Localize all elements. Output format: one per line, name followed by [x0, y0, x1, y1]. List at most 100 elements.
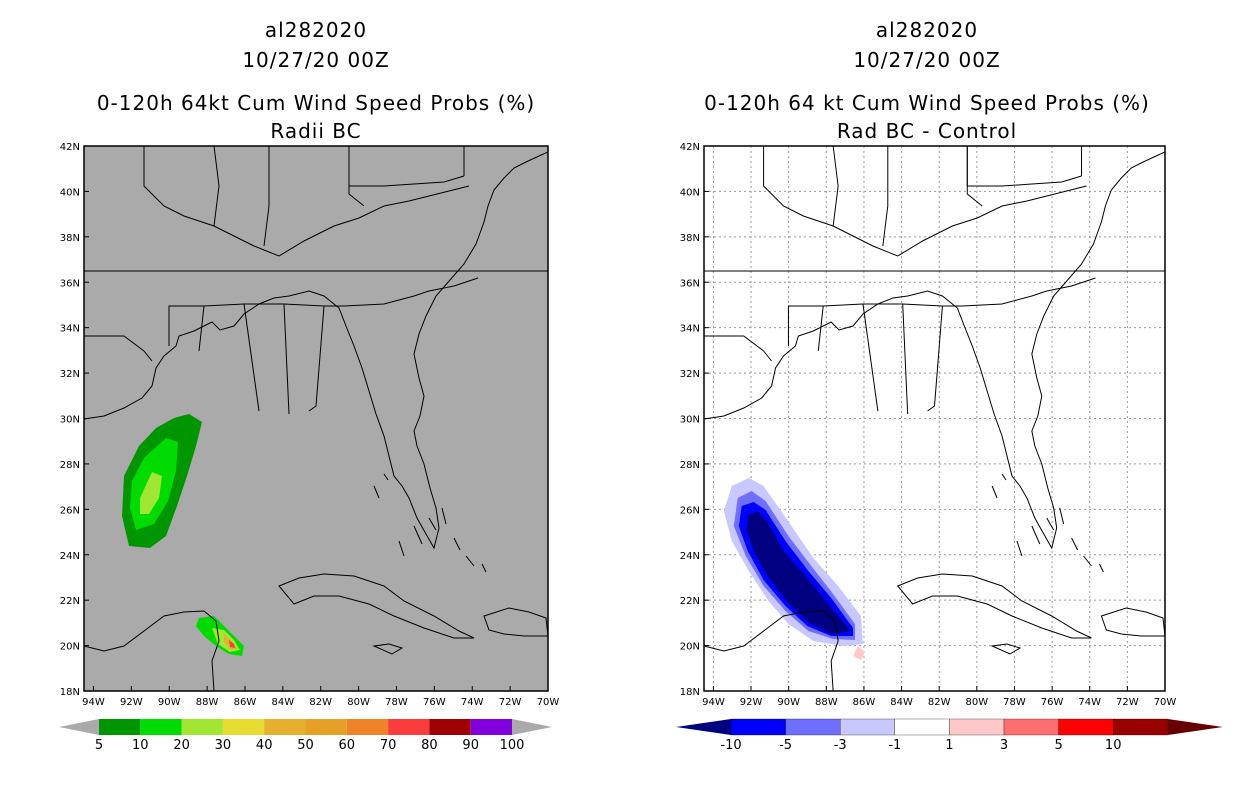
right-ytick-label: 42N [680, 142, 700, 153]
left-colorbar-label: 60 [339, 738, 356, 753]
right-datetime: 10/27/20 00Z [853, 48, 1000, 72]
left-colorbar-swatch [305, 719, 347, 735]
left-prob-20-30 [140, 472, 162, 514]
left-xtick-label: 78W [385, 697, 408, 708]
left-colorbar-swatch [346, 719, 389, 735]
right-colorbar-low-arrow [676, 719, 731, 735]
left-ytick-label: 32N [60, 369, 80, 380]
right-xtick-label: 70W [1154, 697, 1177, 708]
left-xtick-label: 86W [234, 697, 257, 708]
right-ytick-label: 34N [680, 324, 700, 335]
right-ytick-label: 24N [680, 551, 700, 562]
left-ytick-label: 18N [60, 687, 80, 698]
left-colorbar-label: 20 [173, 738, 190, 753]
right-ytick-label: 40N [680, 187, 700, 198]
left-xtick-label: 70W [537, 697, 560, 708]
right-subtitle: Rad BC - Control [837, 119, 1017, 143]
left-xtick-label: 76W [423, 697, 446, 708]
right-colorbar-swatch [785, 718, 841, 736]
right-xtick-label: 88W [815, 697, 838, 708]
right-colorbar-label: -10 [720, 738, 741, 753]
right-storm-id: al282020 [876, 18, 978, 42]
right-xtick-label: 76W [1041, 697, 1064, 708]
left-xtick-label: 88W [196, 697, 219, 708]
left-datetime: 10/27/20 00Z [242, 48, 389, 72]
right-panel: al282020 10/27/20 00Z 0-120h 64 kt Cum W… [676, 18, 1223, 753]
left-ytick-label: 24N [60, 551, 80, 562]
right-colorbar-label: -1 [888, 738, 901, 753]
left-ytick-label: 34N [60, 324, 80, 335]
right-xtick-label: 82W [928, 697, 951, 708]
left-ytick-label: 28N [60, 460, 80, 471]
right-xtick-label: 72W [1116, 697, 1139, 708]
right-xtick-label: 80W [966, 697, 989, 708]
left-ytick-label: 40N [60, 187, 80, 198]
left-ytick-label: 22N [60, 596, 80, 607]
left-colorbar-swatch [429, 719, 471, 735]
left-ytick-label: 36N [60, 278, 80, 289]
right-colorbar-label: 3 [1000, 738, 1008, 753]
left-xtick-label: 84W [272, 697, 295, 708]
left-colorbar-swatch [99, 719, 141, 735]
left-colorbar-high-arrow [512, 719, 552, 735]
left-prob-yucatan-50 [224, 634, 238, 649]
left-colorbar-label: 10 [132, 738, 149, 753]
right-ytick-label: 26N [680, 505, 700, 516]
left-colorbar-swatch [181, 719, 223, 735]
left-xtick-label: 90W [158, 697, 181, 708]
left-prob-yucatan-70 [229, 640, 235, 648]
right-xtick-label: 78W [1003, 697, 1026, 708]
right-ytick-label: 22N [680, 596, 700, 607]
left-colorbar-swatch [470, 719, 512, 735]
right-xtick-label: 94W [702, 697, 725, 708]
right-colorbar-label: -3 [834, 738, 847, 753]
right-diff-navy [746, 512, 852, 634]
left-ytick-label: 30N [60, 415, 80, 426]
right-xtick-label: 84W [890, 697, 913, 708]
right-ytick-label: 20N [680, 642, 700, 653]
right-colorbar-swatch [1003, 718, 1059, 736]
right-ytick-label: 18N [680, 687, 700, 698]
right-ytick-label: 38N [680, 233, 700, 244]
left-colorbar-swatch [388, 719, 430, 735]
right-ytick-label: 32N [680, 369, 700, 380]
right-xtick-label: 90W [777, 697, 800, 708]
right-colorbar-swatch [730, 718, 786, 736]
right-diff-pink [853, 646, 865, 660]
right-colorbar-label: 10 [1105, 738, 1122, 753]
left-xtick-label: 82W [309, 697, 332, 708]
left-colorbar-label: 90 [462, 738, 479, 753]
right-colorbar-high-arrow [1167, 719, 1223, 735]
right-colorbar-swatch [949, 718, 1005, 736]
left-colorbar: 5 10 20 30 40 50 60 70 80 90 100 [59, 719, 552, 753]
right-colorbar-swatch [1058, 718, 1114, 736]
left-colorbar-label: 100 [500, 738, 525, 753]
right-colorbar-swatch [894, 718, 950, 736]
left-colorbar-swatch [140, 719, 182, 735]
left-colorbar-label: 50 [297, 738, 314, 753]
left-colorbar-label: 80 [421, 738, 438, 753]
right-ytick-label: 30N [680, 415, 700, 426]
left-colorbar-label: 5 [95, 738, 103, 753]
left-colorbar-swatch [222, 719, 265, 735]
right-colorbar-swatch [840, 718, 895, 736]
left-colorbar-swatch [264, 719, 306, 735]
right-gridlines [704, 146, 1165, 691]
right-xtick-label: 86W [853, 697, 876, 708]
right-colorbar-label: 5 [1054, 738, 1062, 753]
left-colorbar-low-arrow [59, 719, 99, 735]
right-xtick-label: 92W [740, 697, 763, 708]
left-xtick-label: 80W [347, 697, 370, 708]
right-colorbar-label: 1 [945, 738, 953, 753]
left-xtick-label: 94W [82, 697, 105, 708]
left-ytick-label: 20N [60, 642, 80, 653]
right-ytick-label: 28N [680, 460, 700, 471]
left-xtick-label: 92W [120, 697, 143, 708]
right-ytick-label: 36N [680, 278, 700, 289]
left-ytick-label: 38N [60, 233, 80, 244]
left-colorbar-label: 40 [256, 738, 273, 753]
left-ytick-label: 26N [60, 505, 80, 516]
right-colorbar-swatch [1113, 718, 1168, 736]
right-colorbar-label: -5 [779, 738, 792, 753]
